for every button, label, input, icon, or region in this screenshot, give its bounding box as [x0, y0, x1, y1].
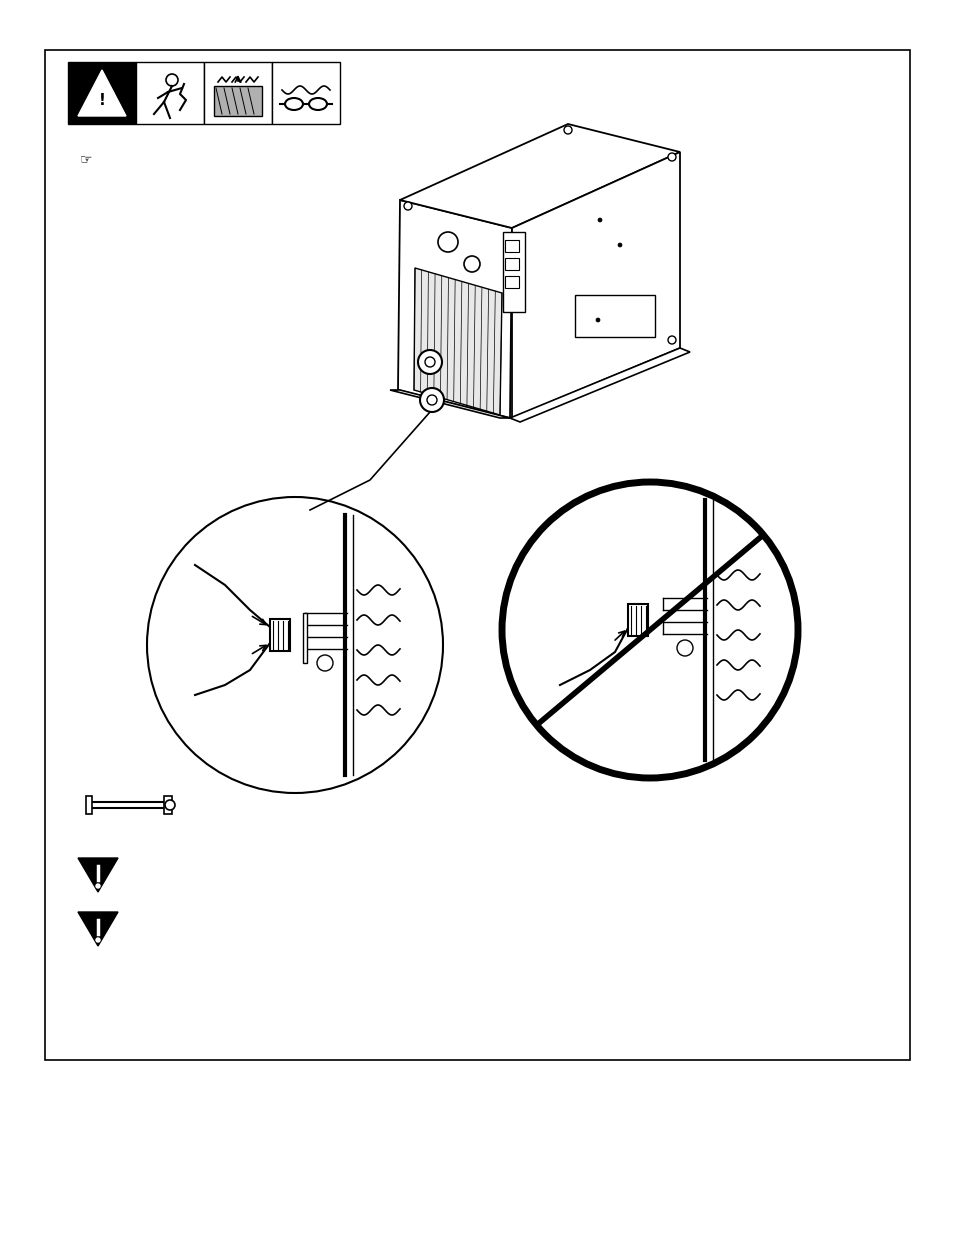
Polygon shape	[510, 348, 689, 422]
Circle shape	[165, 800, 174, 810]
Circle shape	[667, 153, 676, 161]
Circle shape	[437, 232, 457, 252]
Text: ☞: ☞	[80, 152, 92, 165]
Polygon shape	[390, 390, 510, 417]
Bar	[213, 86, 262, 116]
Circle shape	[618, 243, 621, 247]
Circle shape	[463, 256, 479, 272]
Circle shape	[598, 219, 601, 222]
Bar	[86, 797, 91, 814]
Bar	[136, 62, 204, 124]
Circle shape	[417, 350, 441, 374]
Polygon shape	[397, 200, 512, 417]
Bar	[627, 604, 647, 636]
Circle shape	[677, 640, 692, 656]
Polygon shape	[78, 911, 118, 946]
Bar	[575, 295, 655, 337]
Circle shape	[424, 357, 435, 367]
Polygon shape	[78, 858, 118, 892]
Polygon shape	[78, 70, 126, 116]
Bar	[272, 62, 339, 124]
Circle shape	[427, 395, 436, 405]
Polygon shape	[414, 268, 501, 415]
Ellipse shape	[285, 98, 303, 110]
Bar	[504, 275, 518, 288]
Circle shape	[96, 884, 100, 888]
Circle shape	[166, 74, 178, 86]
Circle shape	[147, 496, 442, 793]
Polygon shape	[399, 124, 679, 228]
Polygon shape	[512, 152, 679, 417]
Bar	[270, 619, 290, 651]
Circle shape	[403, 203, 412, 210]
Bar	[204, 62, 272, 124]
Ellipse shape	[309, 98, 327, 110]
Bar	[504, 258, 518, 270]
Bar	[164, 797, 172, 814]
Bar	[45, 49, 909, 1060]
Bar	[502, 232, 524, 312]
Bar	[68, 62, 136, 124]
Bar	[303, 613, 307, 663]
Circle shape	[563, 126, 572, 135]
Circle shape	[96, 939, 100, 942]
Text: !: !	[98, 93, 106, 107]
Circle shape	[316, 655, 333, 671]
Circle shape	[419, 388, 443, 412]
Circle shape	[596, 317, 599, 322]
Circle shape	[501, 482, 797, 778]
Bar	[504, 240, 518, 252]
Circle shape	[667, 336, 676, 345]
